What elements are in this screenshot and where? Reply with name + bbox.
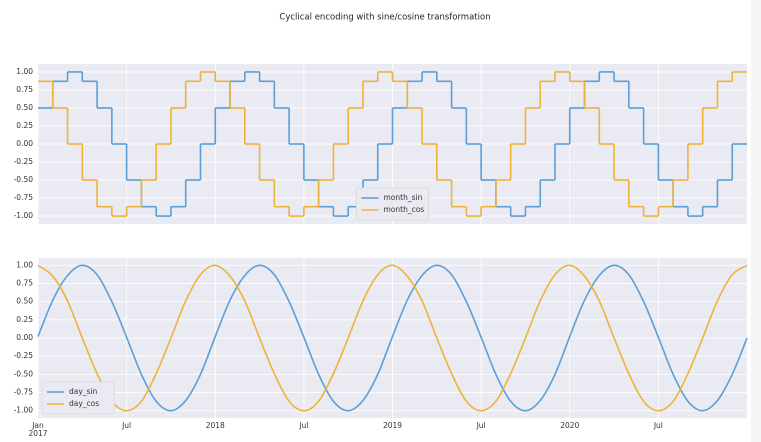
y-tick-label: 0.25 bbox=[16, 315, 33, 324]
y-tick-label: 1.00 bbox=[16, 67, 33, 76]
x-tick-label: Jul bbox=[121, 421, 131, 430]
legend-label: day_sin bbox=[69, 387, 98, 396]
y-tick-label: -0.25 bbox=[14, 351, 34, 360]
legend-box bbox=[356, 187, 429, 221]
x-tick-label: 2020 bbox=[560, 421, 579, 430]
series-line bbox=[37, 264, 748, 412]
chart-title: Cyclical encoding with sine/cosine trans… bbox=[279, 13, 490, 23]
y-tick-label: 0.75 bbox=[16, 278, 33, 287]
x-tick-label: 2018 bbox=[206, 421, 225, 430]
y-tick-label: -1.00 bbox=[14, 406, 34, 415]
x-tick-label: Jan 2017 bbox=[28, 421, 47, 438]
y-tick-label: -0.75 bbox=[14, 193, 34, 202]
legend-label: month_cos bbox=[384, 205, 425, 214]
y-tick-label: -0.50 bbox=[14, 369, 34, 378]
y-tick-label: 0.00 bbox=[16, 139, 33, 148]
y-tick-label: 0.50 bbox=[16, 297, 33, 306]
legend-box bbox=[41, 381, 115, 415]
y-tick-label: -0.25 bbox=[14, 157, 34, 166]
y-tick-label: 0.75 bbox=[16, 85, 33, 94]
x-tick-label: Jul bbox=[476, 421, 486, 430]
y-tick-label: -1.00 bbox=[14, 211, 34, 220]
x-tick-label: 2019 bbox=[383, 421, 402, 430]
y-tick-label: 0.25 bbox=[16, 121, 33, 130]
y-tick-label: 1.00 bbox=[16, 260, 33, 269]
legend-label: day_cos bbox=[69, 399, 99, 408]
scroll-edge bbox=[751, 0, 761, 442]
legend-label: month_sin bbox=[384, 193, 423, 202]
x-tick-label: Jul bbox=[653, 421, 663, 430]
y-tick-label: -0.75 bbox=[14, 388, 34, 397]
series-line bbox=[37, 264, 748, 412]
y-tick-label: 0.50 bbox=[16, 103, 33, 112]
y-tick-label: -0.50 bbox=[14, 175, 34, 184]
x-tick-label: Jul bbox=[298, 421, 308, 430]
y-tick-label: 0.00 bbox=[16, 333, 33, 342]
